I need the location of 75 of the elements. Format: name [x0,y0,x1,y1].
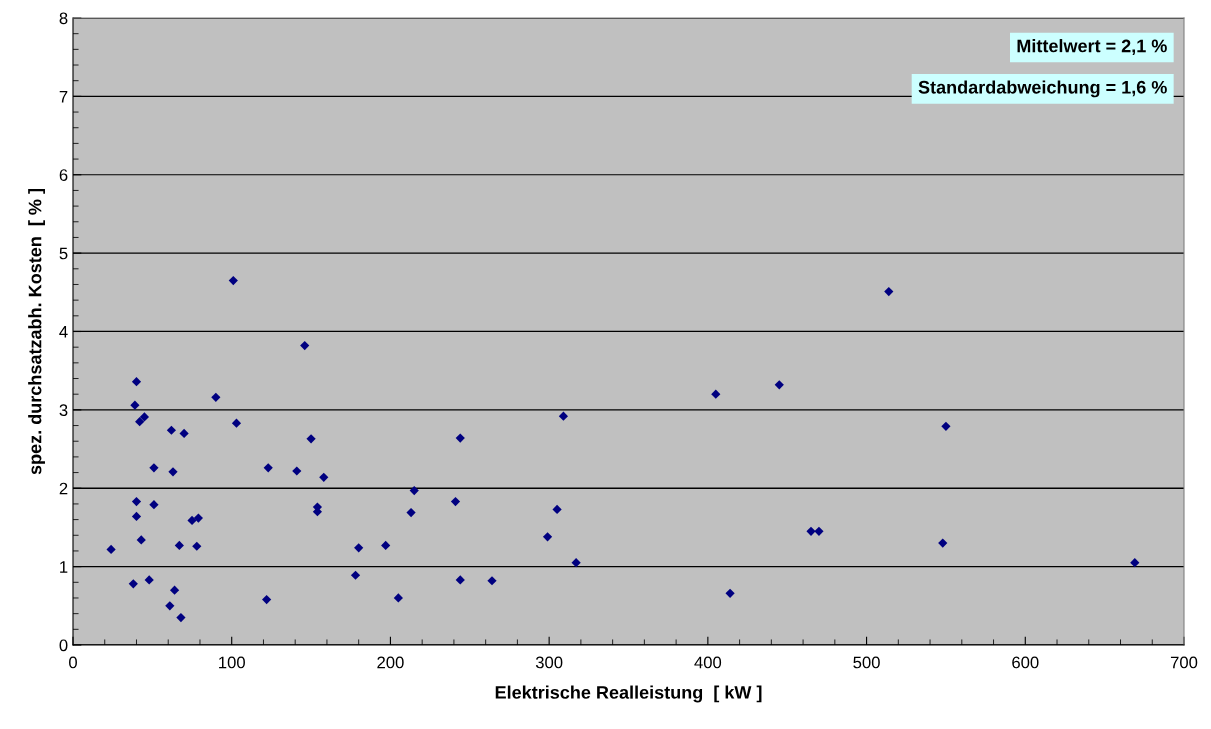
x-tick-label: 100 [219,656,245,669]
point [725,588,735,598]
point [131,377,142,387]
y-tick-label: 1 [60,561,68,573]
point [711,389,721,399]
point [211,392,221,402]
point [149,463,159,473]
point [409,485,419,496]
x-tick-label: 600 [1012,656,1039,669]
point [455,575,465,585]
y-tick-label: 3 [59,404,68,417]
point [571,558,581,568]
point [884,286,894,297]
point [139,412,150,422]
y-tick-label: 5 [59,247,68,260]
point [938,538,948,548]
point [306,434,316,444]
point [168,467,178,477]
point [192,541,202,551]
point [558,411,569,421]
x-tick-label: 700 [1170,656,1198,669]
point [381,540,391,551]
point [814,526,824,536]
y-axis-title: spez. durchsatzabh. Kosten [ % ] [28,189,45,475]
point [166,425,177,435]
point [393,593,403,603]
point [130,400,140,410]
point [806,526,816,536]
point [406,507,416,518]
point [179,428,189,438]
x-tick-label: 0 [69,656,77,669]
point [135,417,145,427]
y-tick-label: 6 [59,169,68,181]
point [176,612,186,623]
x-tick-label: 200 [377,656,404,669]
annotation: Mittelwert = 2,1 % [1017,39,1167,55]
y-tick-label: 0 [59,639,68,652]
point [187,515,197,525]
x-tick-label: 400 [694,656,722,669]
point [228,275,238,286]
point [487,576,497,586]
point [193,513,203,523]
point [350,570,361,580]
point [263,463,273,473]
y-tick-label: 4 [59,326,68,338]
x-axis-title: Elektrische Realleistung [ kW ] [495,685,762,703]
point [131,511,142,522]
point [542,532,553,542]
point [450,496,461,507]
point [292,466,302,476]
point [262,594,272,605]
point [354,543,364,553]
y-tick-label: 7 [59,90,68,103]
point [136,535,146,545]
annotation: Standardabweichung = 1,6 % [918,80,1167,98]
y-tick-label: 8 [59,12,68,25]
x-tick-label: 300 [535,656,563,669]
point [552,504,562,515]
point [319,472,329,482]
x-tick-label: 500 [853,656,880,669]
point [1130,558,1140,568]
point [455,433,465,443]
point [231,418,242,428]
point [774,380,784,390]
point [941,421,951,431]
point [169,585,180,595]
point [300,341,310,351]
point [131,496,142,507]
point [106,544,116,554]
y-tick-label: 2 [59,482,68,495]
point [165,601,175,611]
point [149,500,159,510]
point [144,575,154,585]
point [128,579,138,589]
point [174,540,184,551]
